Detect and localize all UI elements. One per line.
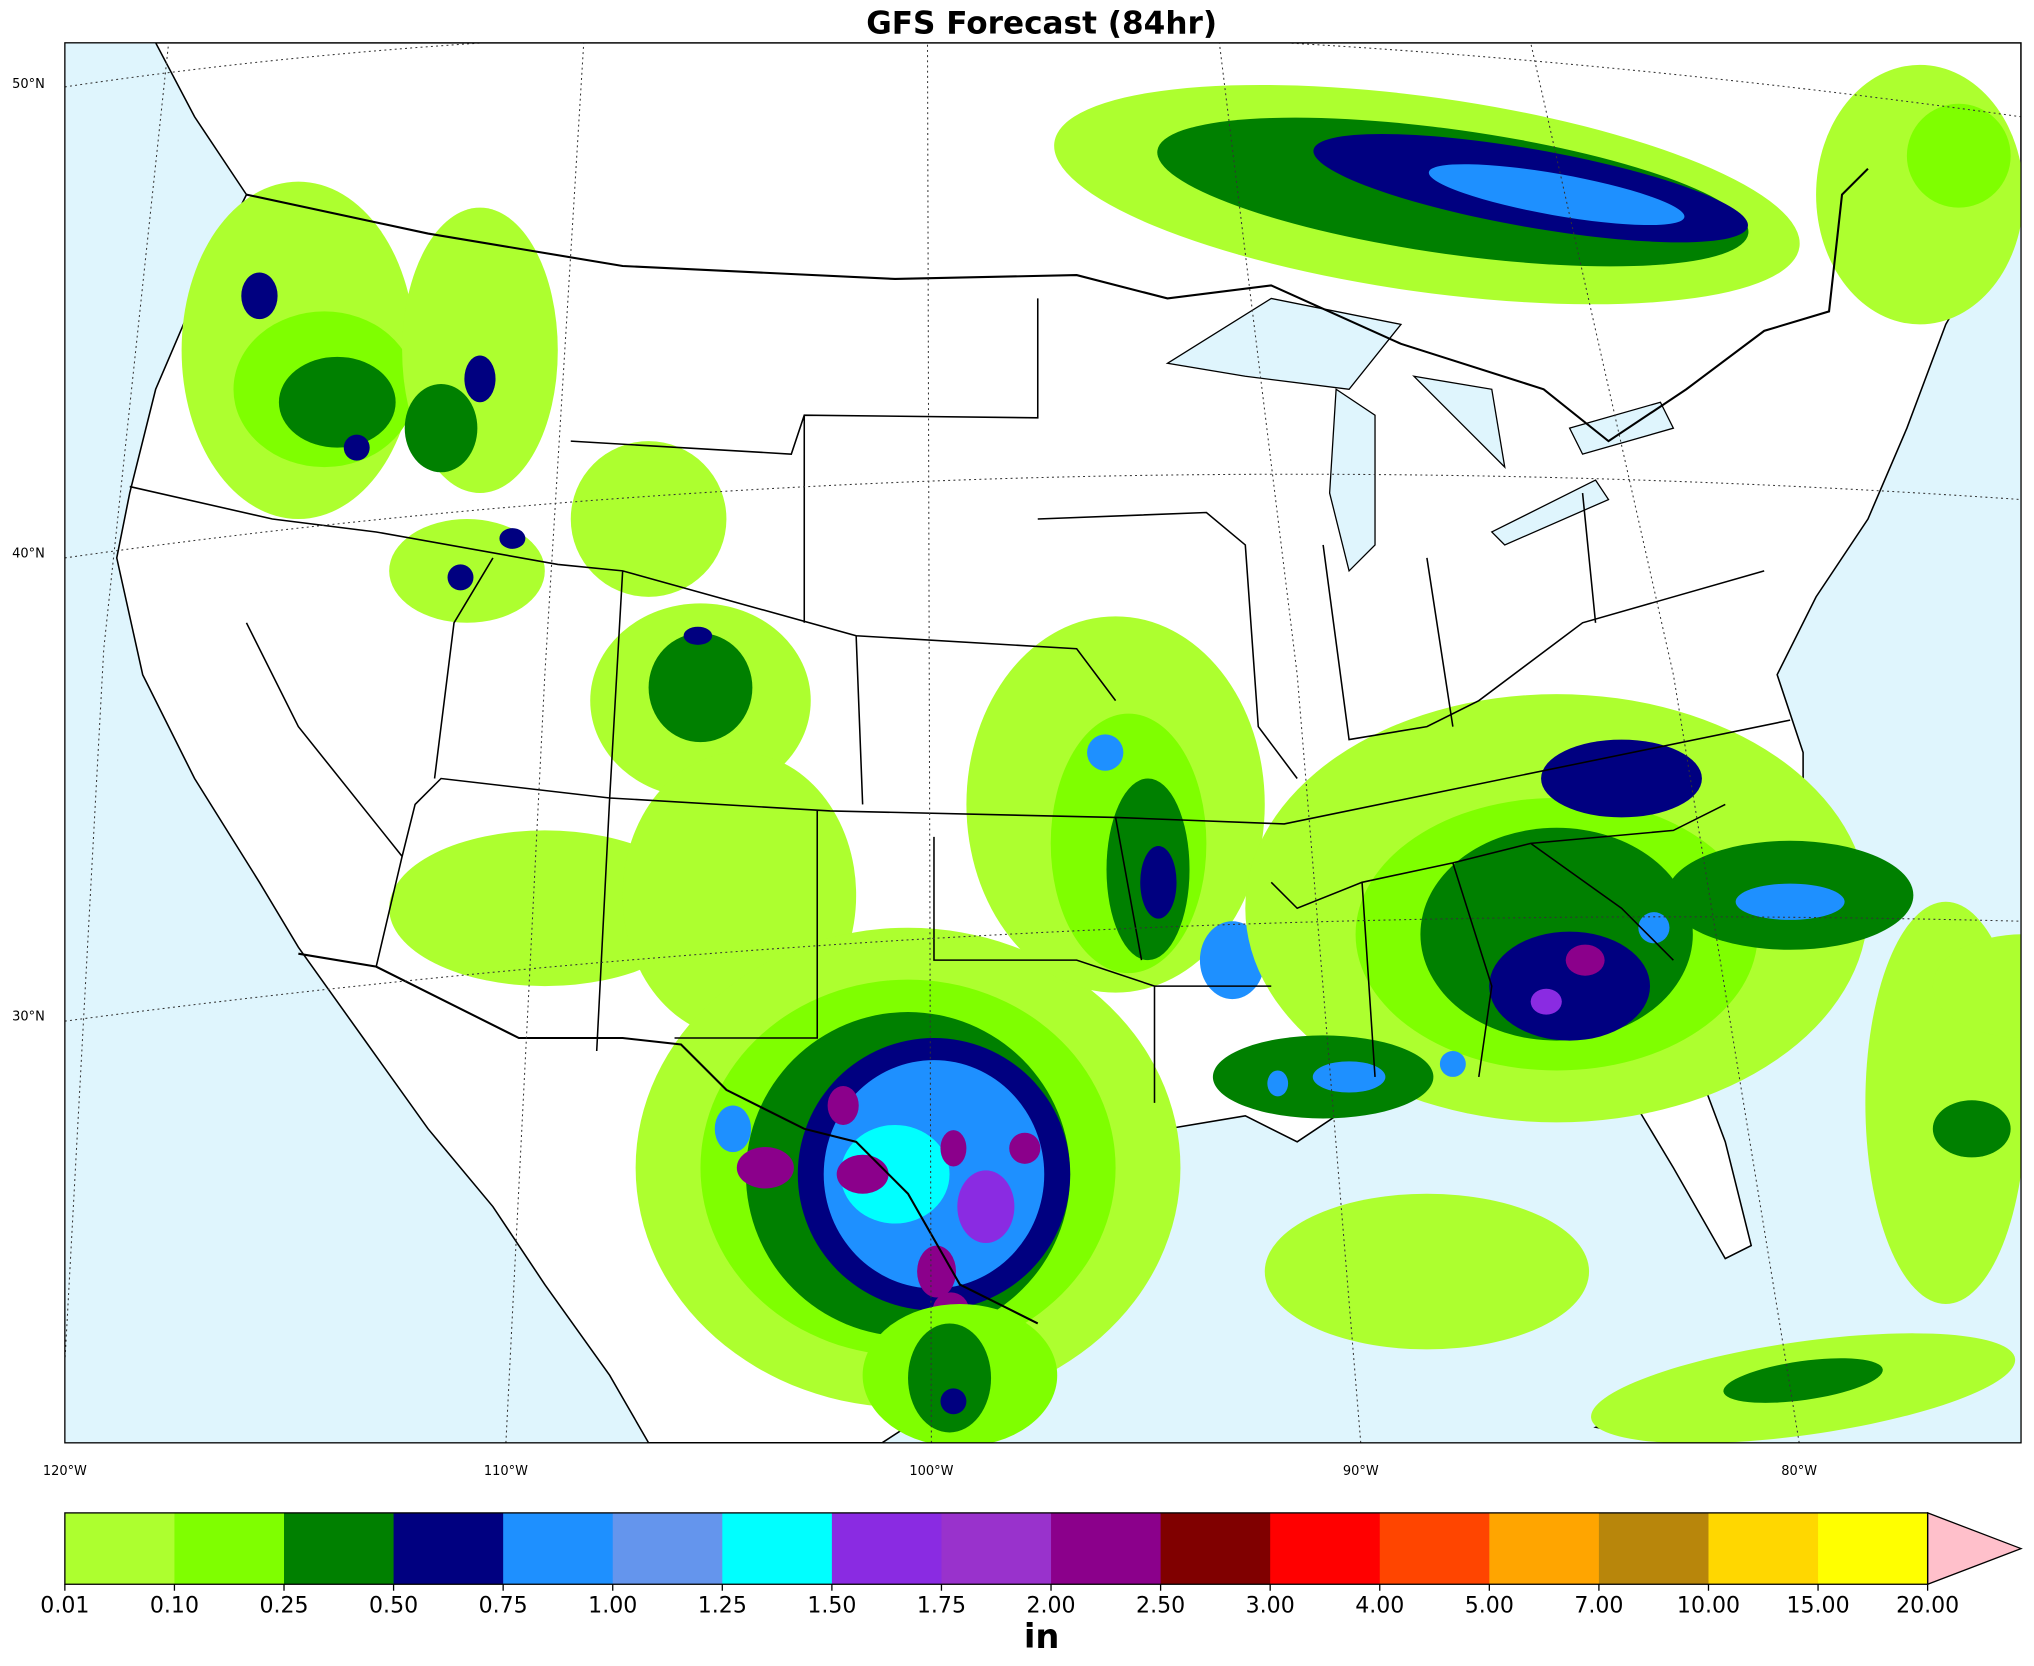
lat-label: 30°N [12, 1010, 45, 1025]
colorbar-tick-label: 0.50 [369, 1593, 418, 1618]
precip-contour [278, 356, 396, 448]
colorbar-tick-label: 15.00 [1786, 1593, 1849, 1618]
axis-labels: 50°N 40°N 30°N 120°W 110°W 100°W 90°W 80°W [12, 77, 1817, 1479]
precip-contour [1565, 944, 1605, 976]
precip-contour [570, 441, 727, 597]
colorbar-bin [1160, 1512, 1271, 1585]
colorbar-tick-label: 7.00 [1574, 1593, 1623, 1618]
colorbar-tick-label: 1.50 [807, 1593, 856, 1618]
colorbar-tick-label: 0.25 [259, 1593, 308, 1618]
colorbar-bin [1818, 1512, 1929, 1585]
colorbar-bin [722, 1512, 833, 1585]
precip-contour [940, 1388, 967, 1415]
precip-contour [464, 355, 496, 403]
colorbar-bin [393, 1512, 504, 1585]
colorbar-tick-label: 0.10 [150, 1593, 199, 1618]
colorbar-tick-label: 1.75 [917, 1593, 966, 1618]
precip-contour [1264, 1193, 1590, 1350]
colorbar-unit: in [1024, 1617, 1060, 1656]
border [246, 167, 1869, 443]
precip-contour [1723, 1358, 1883, 1403]
colorbar-bin [612, 1512, 723, 1585]
precip-contour [1906, 103, 2011, 208]
colorbar-tick-label: 0.75 [479, 1593, 528, 1618]
lon-label: 90°W [1343, 1464, 1379, 1479]
precip-contour [1439, 1050, 1466, 1077]
precip-contour [714, 1105, 752, 1153]
precip-contour [683, 626, 713, 645]
precip-contour [1932, 1100, 2011, 1158]
lon-label: 120°W [43, 1464, 87, 1479]
precip-contour [736, 1146, 794, 1189]
lon-label: 100°W [909, 1464, 953, 1479]
map-frame [64, 42, 2022, 1444]
precip-contour [1530, 988, 1562, 1015]
precip-contour [343, 434, 370, 461]
state-line [129, 298, 1791, 1103]
precip-contour [827, 1086, 859, 1125]
precip-contour [957, 1170, 1015, 1244]
precip-contour [648, 633, 753, 743]
colorbar-tick-label: 20.00 [1896, 1593, 1959, 1618]
precip-contour [908, 1323, 992, 1433]
lake [1165, 297, 1675, 573]
lon-label: 110°W [484, 1464, 528, 1479]
colorbar-bin [1598, 1512, 1710, 1585]
colorbar-tick-label: 5.00 [1465, 1593, 1514, 1618]
precip-contour [499, 528, 526, 549]
colorbar-extend [1926, 1511, 2023, 1586]
precip-contour [940, 1130, 967, 1167]
map-title: GFS Forecast (84hr) [866, 6, 1217, 42]
map [64, 42, 2022, 1443]
colorbar-tick-label: 0.01 [40, 1593, 89, 1618]
precip-contour [1199, 921, 1265, 1000]
precip-contour [1541, 739, 1702, 818]
colorbar-tick-label: 3.00 [1246, 1593, 1295, 1618]
colorbar: 0.01 0.10 0.25 0.50 0.75 1.00 1.25 1.50 1.75 2.00… [40, 1511, 2023, 1656]
colorbar-frame [64, 1512, 1929, 1585]
precip-contour [404, 384, 478, 473]
precip-contour [1932, 934, 2022, 1038]
precip-contour [917, 1245, 957, 1298]
colorbar-bin [284, 1512, 395, 1585]
precip-contour [1428, 164, 1685, 226]
colorbar-tick-label: 2.50 [1136, 1593, 1185, 1618]
colorbar-bin [1051, 1512, 1162, 1585]
colorbar-bin [174, 1512, 285, 1585]
colorbar-bin [1270, 1512, 1381, 1585]
lon-label: 80°W [1781, 1464, 1817, 1479]
precip-contour [389, 830, 701, 987]
precip-contour [241, 272, 278, 320]
precip-contour [1638, 912, 1670, 944]
colorbar-bin [64, 1512, 176, 1585]
colorbar-bin [1489, 1512, 1600, 1585]
colorbar-bin [503, 1512, 614, 1585]
precip-contour [1735, 883, 1845, 920]
precip-contour [1009, 1132, 1041, 1164]
colorbar-bin [1708, 1512, 1819, 1585]
precip-contour [840, 1124, 950, 1224]
precip-contour [1489, 931, 1651, 1041]
colorbar-bin [941, 1512, 1052, 1585]
colorbar-tick-label: 1.00 [588, 1593, 637, 1618]
precip-contour [1140, 845, 1177, 919]
colorbar-tick-label: 4.00 [1355, 1593, 1404, 1618]
lat-label: 50°N [12, 77, 45, 92]
precip-contour [836, 1154, 889, 1194]
colorbar-bin [831, 1512, 943, 1585]
colorbar-tick-label: 10.00 [1677, 1593, 1740, 1618]
precip-contour [1267, 1070, 1289, 1097]
colorbar-tick-label: 2.00 [1026, 1593, 1075, 1618]
precipitation [181, 64, 2022, 1443]
lat-label: 40°N [12, 547, 45, 562]
precip-contour [447, 564, 474, 591]
border [298, 952, 1039, 1325]
graticule [64, 42, 2022, 1443]
precip-contour [1087, 734, 1124, 771]
colorbar-tick-label: 1.25 [698, 1593, 747, 1618]
colorbar-bin [1379, 1512, 1490, 1585]
